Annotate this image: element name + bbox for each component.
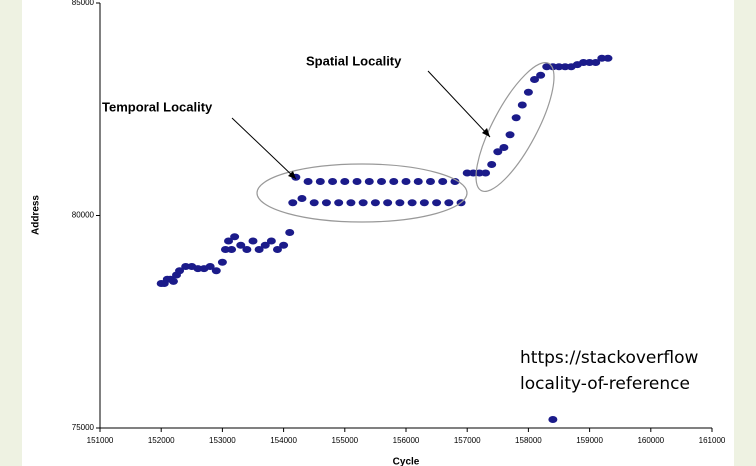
point	[315, 178, 325, 185]
point	[224, 237, 234, 245]
point	[227, 246, 237, 253]
point	[370, 199, 380, 207]
point	[401, 178, 411, 185]
temporal-ellipse	[256, 163, 468, 223]
point	[205, 263, 215, 270]
point	[254, 246, 264, 253]
temporal-arrowhead	[288, 171, 296, 179]
annotation: Spatial Locality	[306, 53, 402, 68]
point	[242, 246, 252, 253]
point	[395, 199, 405, 207]
point	[175, 267, 185, 275]
x-tick-label: 157000	[454, 436, 481, 445]
point	[389, 178, 399, 185]
point	[288, 199, 298, 207]
point	[352, 178, 362, 185]
point	[523, 88, 533, 96]
point	[450, 178, 460, 185]
point	[419, 199, 429, 207]
point	[272, 246, 282, 253]
point	[511, 114, 521, 122]
point	[407, 199, 417, 207]
point	[487, 161, 497, 168]
point	[591, 59, 601, 66]
point	[603, 54, 613, 62]
x-tick-label: 161000	[699, 436, 726, 445]
point	[364, 178, 374, 185]
point	[493, 148, 503, 156]
point	[548, 416, 558, 423]
point	[499, 144, 509, 151]
x-tick-label: 159000	[576, 436, 603, 445]
point	[211, 267, 221, 275]
spatial-ellipse	[475, 61, 555, 193]
y-tick-label: 85000	[72, 0, 95, 7]
caption: locality-of-reference	[520, 374, 690, 394]
point	[217, 258, 227, 266]
point	[328, 178, 338, 185]
point	[383, 199, 393, 207]
caption: https://stackoverflow	[520, 348, 698, 368]
point	[377, 178, 387, 185]
point	[530, 76, 540, 83]
point	[321, 199, 331, 207]
y-axis-label: Address	[31, 195, 42, 235]
temporal-arrow	[231, 117, 297, 180]
point	[505, 131, 515, 139]
annotation: Temporal Locality	[102, 99, 213, 114]
point	[413, 178, 423, 185]
spatial-arrow	[427, 70, 491, 138]
point	[297, 195, 307, 202]
point	[230, 233, 240, 241]
x-tick-label: 152000	[148, 436, 175, 445]
chart-background	[22, 0, 734, 466]
x-tick-label: 160000	[637, 436, 664, 445]
x-tick-label: 153000	[209, 436, 236, 445]
point	[168, 277, 178, 285]
x-tick-label: 155000	[331, 436, 358, 445]
point	[346, 199, 356, 207]
point	[279, 241, 289, 249]
point	[236, 241, 246, 249]
x-axis-label: Cycle	[393, 457, 420, 466]
y-tick-label: 80000	[72, 211, 95, 220]
point	[285, 229, 295, 236]
point	[536, 71, 546, 79]
point	[248, 237, 258, 245]
point	[260, 241, 270, 249]
x-tick-label: 158000	[515, 436, 542, 445]
point	[444, 199, 454, 207]
point	[517, 101, 527, 109]
point	[432, 199, 442, 207]
spatial-arrowhead	[482, 128, 490, 137]
point	[438, 178, 448, 185]
point	[309, 199, 319, 207]
point	[266, 237, 276, 245]
x-tick-label: 154000	[270, 436, 297, 445]
point	[340, 178, 350, 185]
point	[481, 169, 491, 177]
point	[425, 178, 435, 185]
y-tick-label: 75000	[72, 423, 95, 432]
point	[303, 178, 313, 185]
point	[358, 199, 368, 207]
x-tick-label: 151000	[87, 436, 114, 445]
point	[334, 199, 344, 207]
x-tick-label: 156000	[393, 436, 420, 445]
